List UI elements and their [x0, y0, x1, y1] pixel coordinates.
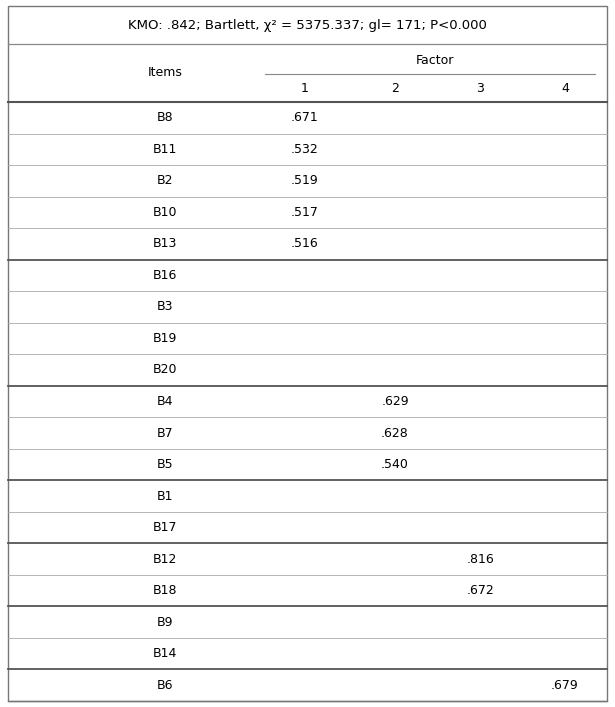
Text: .517: .517	[291, 206, 319, 219]
Text: .532: .532	[291, 143, 319, 156]
Text: .629: .629	[381, 395, 409, 408]
Text: B5: B5	[157, 458, 173, 471]
Text: B6: B6	[157, 679, 173, 691]
Text: B2: B2	[157, 175, 173, 187]
Text: B8: B8	[157, 111, 173, 124]
Text: B13: B13	[153, 238, 177, 250]
Text: KMO: .842; Bartlett, χ² = 5375.337; gl= 171; P<0.000: KMO: .842; Bartlett, χ² = 5375.337; gl= …	[128, 18, 487, 32]
Text: .679: .679	[551, 679, 579, 691]
Text: B11: B11	[153, 143, 177, 156]
Text: .671: .671	[291, 111, 319, 124]
Text: B17: B17	[153, 521, 177, 534]
Text: .628: .628	[381, 426, 409, 440]
Text: B4: B4	[157, 395, 173, 408]
Text: B12: B12	[153, 553, 177, 566]
Text: B18: B18	[153, 584, 177, 597]
Text: B7: B7	[157, 426, 173, 440]
Text: .540: .540	[381, 458, 409, 471]
Text: 4: 4	[561, 81, 569, 95]
Text: Factor: Factor	[416, 54, 454, 67]
Text: .672: .672	[466, 584, 494, 597]
Text: 2: 2	[391, 81, 399, 95]
Text: .816: .816	[466, 553, 494, 566]
Text: B16: B16	[153, 269, 177, 282]
Text: 1: 1	[301, 81, 309, 95]
Text: Items: Items	[148, 66, 183, 79]
Text: .519: .519	[291, 175, 319, 187]
Text: B9: B9	[157, 616, 173, 629]
Text: B14: B14	[153, 647, 177, 660]
Text: B1: B1	[157, 489, 173, 503]
Text: B3: B3	[157, 300, 173, 313]
Text: B19: B19	[153, 332, 177, 345]
Text: .516: .516	[291, 238, 319, 250]
Text: 3: 3	[476, 81, 484, 95]
Text: B10: B10	[153, 206, 177, 219]
Text: B20: B20	[153, 363, 177, 376]
